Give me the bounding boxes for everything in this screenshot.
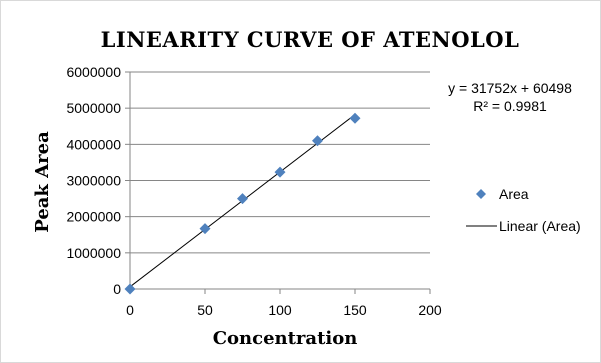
legend: Area Linear (Area) <box>466 186 581 234</box>
y-tick-label: 6000000 <box>66 64 121 80</box>
x-axis-title: Concentration <box>213 328 358 349</box>
data-point <box>312 135 323 147</box>
y-axis-title: Peak Area <box>32 131 53 233</box>
gridlines <box>130 71 430 254</box>
data-point <box>349 112 361 124</box>
legend-label-area: Area <box>499 186 529 202</box>
data-point <box>124 283 136 295</box>
y-tick-label: 4000000 <box>66 136 121 152</box>
x-tick-label: 0 <box>126 302 134 318</box>
data-point <box>237 193 248 205</box>
y-tick-label: 0 <box>113 281 121 297</box>
y-tick-labels: 0 1000000 2000000 3000000 4000000 5000000 6000… <box>66 64 121 297</box>
r-squared-value: R² = 0.9981 <box>473 98 547 114</box>
data-point <box>199 223 211 235</box>
y-tick-label: 5000000 <box>66 100 121 116</box>
x-tick-label: 50 <box>197 302 213 318</box>
y-tick-label: 2000000 <box>66 209 121 225</box>
legend-label-linear: Linear (Area) <box>499 218 581 234</box>
legend-marker-area <box>476 189 486 199</box>
x-tick-label: 150 <box>343 302 367 318</box>
x-tick-label: 200 <box>418 302 442 318</box>
y-tick-label: 3000000 <box>66 173 121 189</box>
data-point <box>274 166 286 178</box>
trendline-equation: y = 31752x + 60498 <box>448 80 572 96</box>
x-tick-labels: 0 50 100 150 200 <box>126 302 442 318</box>
chart-title: LINEARITY CURVE OF ATENOLOL <box>101 27 520 52</box>
x-tick-label: 100 <box>268 302 292 318</box>
y-tick-label: 1000000 <box>66 245 121 261</box>
data-points <box>124 112 361 295</box>
